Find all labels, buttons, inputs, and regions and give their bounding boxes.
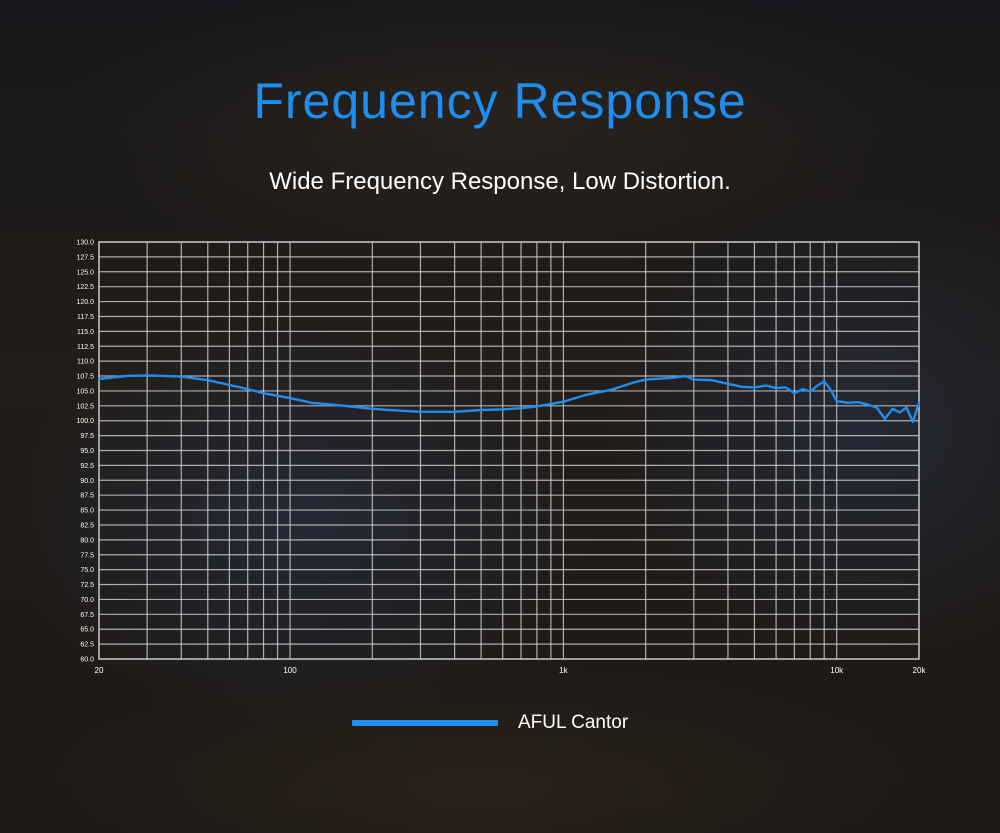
- y-tick-label: 100.0: [76, 418, 94, 425]
- y-tick-label: 72.5: [80, 582, 94, 589]
- x-tick-label: 20k: [913, 666, 927, 675]
- y-tick-label: 92.5: [80, 463, 94, 470]
- series-line: [97, 374, 921, 424]
- y-tick-label: 70.0: [80, 597, 94, 604]
- y-tick-label: 115.0: [77, 329, 94, 336]
- y-axis-ticks: 130.0 127.5 125.0 122.5 120.0 117.5 115.0 112.5…: [76, 240, 94, 664]
- y-tick-label: 127.5: [76, 254, 94, 261]
- x-tick-label: 20: [95, 666, 104, 675]
- y-tick-label: 75.0: [80, 567, 94, 574]
- chart-grid: [98, 241, 920, 660]
- legend-label: AFUL Cantor: [518, 712, 629, 733]
- y-tick-label: 62.5: [80, 642, 94, 649]
- y-tick-label: 82.5: [80, 522, 94, 529]
- y-tick-label: 110.0: [77, 359, 94, 366]
- y-tick-label: 67.5: [80, 612, 94, 619]
- y-tick-label: 80.0: [80, 537, 94, 544]
- plot-border: [98, 241, 920, 660]
- legend-swatch: [352, 720, 498, 726]
- y-tick-label: 97.5: [80, 433, 94, 440]
- x-tick-label: 1k: [559, 666, 568, 675]
- y-tick-label: 65.0: [80, 627, 94, 634]
- x-tick-label: 100: [283, 666, 297, 675]
- y-tick-label: 107.5: [76, 374, 94, 381]
- y-tick-label: 85.0: [80, 508, 94, 515]
- y-tick-label: 112.5: [77, 344, 94, 351]
- y-tick-label: 120.0: [76, 299, 94, 306]
- y-tick-label: 87.5: [80, 493, 94, 500]
- x-axis-ticks: 20 100 1k 10k 20k: [95, 666, 927, 675]
- y-tick-label: 125.0: [76, 269, 94, 276]
- x-tick-label: 10k: [830, 666, 844, 675]
- y-tick-label: 102.5: [76, 403, 94, 410]
- page-title: Frequency Response: [253, 73, 747, 129]
- y-tick-label: 122.5: [76, 284, 94, 291]
- y-tick-label: 105.0: [76, 388, 94, 395]
- y-tick-label: 77.5: [80, 552, 94, 559]
- y-tick-label: 60.0: [80, 657, 94, 664]
- chart-series: [97, 374, 921, 424]
- y-tick-label: 130.0: [76, 240, 94, 247]
- y-tick-label: 90.0: [80, 478, 94, 485]
- y-tick-label: 95.0: [80, 448, 94, 455]
- y-tick-label: 117.5: [77, 314, 94, 321]
- chart-legend: AFUL Cantor: [352, 712, 628, 734]
- page-subtitle: Wide Frequency Response, Low Distortion.: [269, 168, 731, 195]
